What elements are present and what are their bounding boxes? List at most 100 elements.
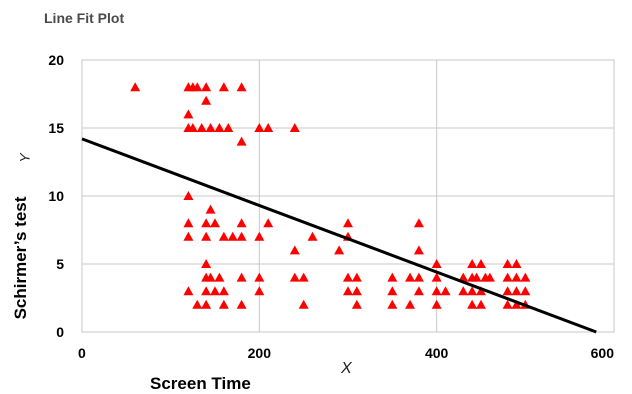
y-tick-label: 5 <box>56 256 64 272</box>
data-point <box>289 272 300 282</box>
data-point <box>210 286 220 296</box>
data-point <box>183 109 194 119</box>
data-point <box>484 272 495 282</box>
data-point <box>511 286 522 296</box>
data-point <box>334 245 345 255</box>
data-point <box>413 218 424 228</box>
data-point <box>471 272 482 282</box>
data-point <box>440 286 451 296</box>
data-point <box>351 286 362 296</box>
data-point <box>201 95 212 105</box>
data-point <box>196 123 207 132</box>
data-point <box>236 82 247 92</box>
data-point <box>254 231 265 241</box>
data-point <box>511 299 522 309</box>
data-point <box>263 218 274 228</box>
data-point <box>236 136 247 146</box>
data-point <box>214 123 225 132</box>
data-point <box>183 286 194 296</box>
data-point <box>236 299 247 309</box>
data-point <box>467 286 478 296</box>
data-point <box>413 286 424 296</box>
data-point <box>458 272 469 282</box>
data-point <box>476 286 486 296</box>
data-point <box>511 272 522 282</box>
data-point <box>413 272 424 282</box>
data-point <box>205 204 216 214</box>
data-point <box>201 259 212 268</box>
data-point <box>405 272 416 282</box>
data-point <box>223 123 234 132</box>
y-tick-label: 0 <box>56 324 64 340</box>
data-point <box>387 299 398 309</box>
data-point <box>254 286 265 296</box>
data-point <box>476 259 486 268</box>
data-point <box>431 299 442 309</box>
data-point <box>343 272 353 282</box>
data-point <box>201 231 212 241</box>
fit-line <box>81 137 597 334</box>
x-axis-label: Screen Time <box>150 374 251 393</box>
data-point <box>183 218 194 228</box>
data-point <box>263 123 274 132</box>
x-tick-label: 600 <box>591 345 615 361</box>
data-point <box>210 218 220 228</box>
x-tick-label: 200 <box>248 345 272 361</box>
data-point <box>214 272 225 282</box>
data-point <box>192 82 203 92</box>
data-point <box>413 245 424 255</box>
x-tick-label: 400 <box>425 345 449 361</box>
data-point <box>431 272 442 282</box>
data-point <box>351 272 362 282</box>
data-point <box>236 231 247 241</box>
chart-title: Line Fit Plot <box>44 10 125 26</box>
data-point <box>343 286 353 296</box>
data-point <box>387 272 398 282</box>
data-point <box>405 299 416 309</box>
data-point <box>289 245 300 255</box>
data-point <box>511 259 522 268</box>
x-tick-label: 0 <box>78 345 86 361</box>
data-point <box>387 286 398 296</box>
data-point <box>520 272 531 282</box>
data-point <box>307 231 318 241</box>
data-point <box>218 286 229 296</box>
data-point <box>205 272 216 282</box>
data-point <box>218 231 229 241</box>
data-point <box>467 299 478 309</box>
data-point <box>502 272 513 282</box>
data-point <box>236 272 247 282</box>
data-point <box>467 259 478 268</box>
data-point <box>254 123 265 132</box>
data-point <box>520 286 531 296</box>
y-tick-label: 20 <box>48 52 64 68</box>
data-point <box>218 299 229 309</box>
data-point <box>298 299 309 309</box>
data-point <box>502 286 513 296</box>
y-tick-label: 15 <box>48 120 64 136</box>
data-point <box>201 82 212 92</box>
data-point <box>218 82 229 92</box>
data-point <box>236 218 247 228</box>
data-points <box>130 82 531 309</box>
data-point <box>130 82 141 92</box>
data-point <box>201 286 212 296</box>
data-point <box>476 299 486 309</box>
data-point <box>254 272 265 282</box>
data-point <box>289 123 300 132</box>
data-point <box>351 299 362 309</box>
data-point <box>183 191 194 200</box>
data-point <box>343 218 353 228</box>
data-point <box>227 231 238 241</box>
data-point <box>192 299 203 309</box>
data-point <box>187 123 198 132</box>
data-point <box>458 286 469 296</box>
data-point <box>431 286 442 296</box>
fit-line-layer <box>81 137 597 334</box>
data-point <box>298 272 309 282</box>
data-point <box>502 299 513 309</box>
data-point <box>431 259 442 268</box>
data-point <box>502 259 513 268</box>
